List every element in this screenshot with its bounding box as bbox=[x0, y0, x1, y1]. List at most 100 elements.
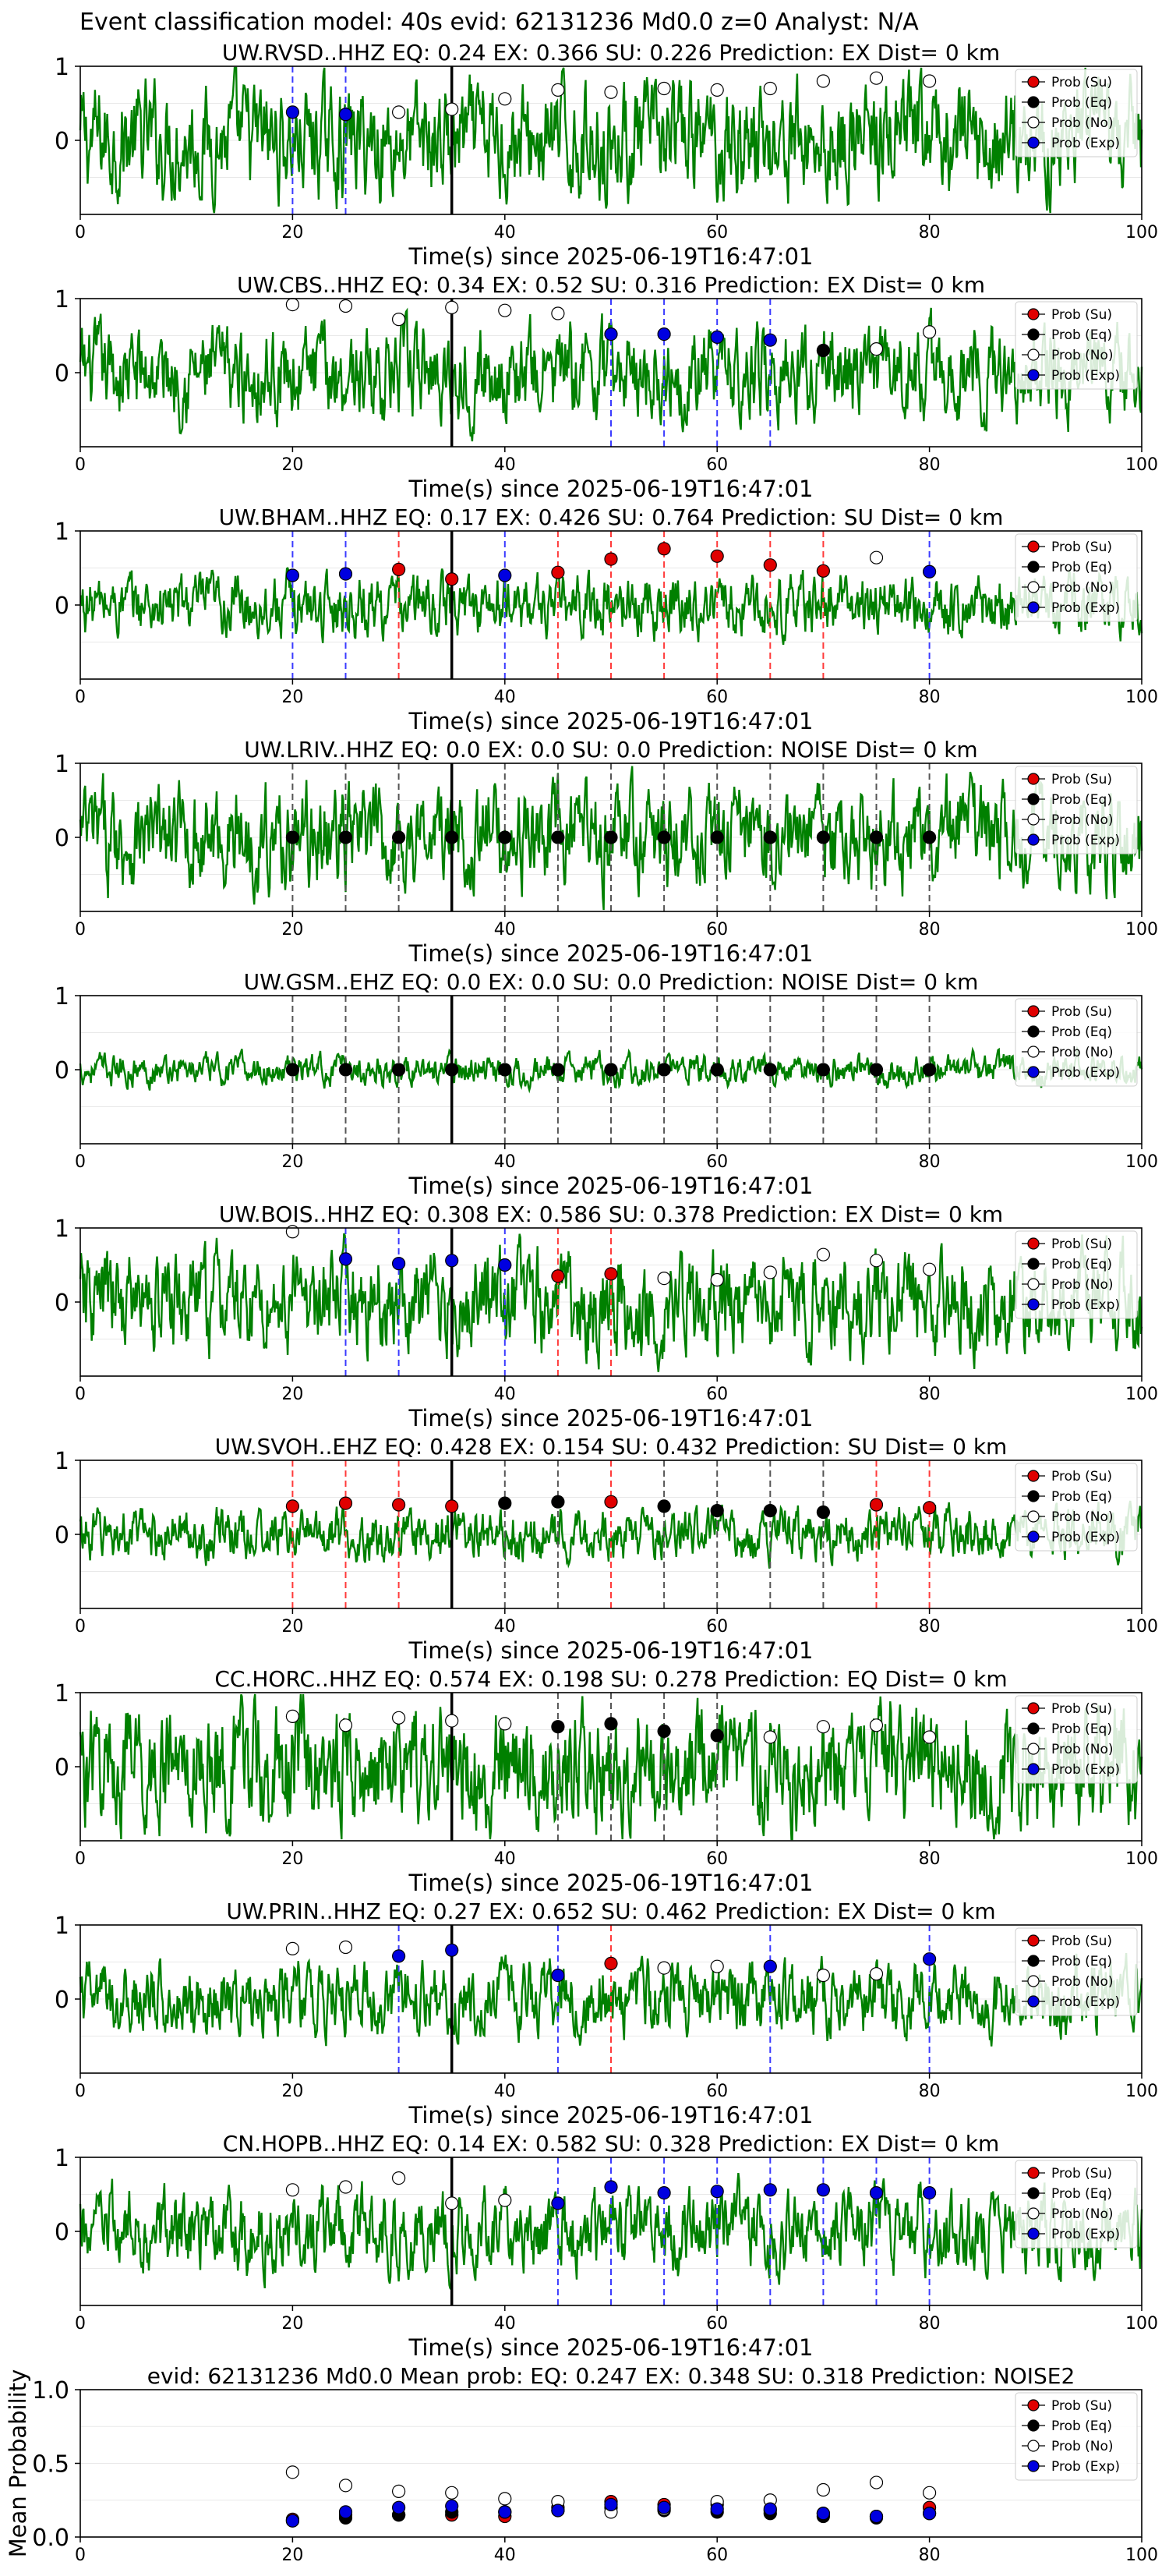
x-tick-label: 40 bbox=[494, 455, 516, 475]
x-tick-label: 80 bbox=[919, 1849, 941, 1869]
legend-label: Prob (Su) bbox=[1051, 1469, 1112, 1484]
x-tick-label: 20 bbox=[281, 1152, 303, 1172]
legend-marker-eq bbox=[1027, 1025, 1040, 1038]
prob-marker-no bbox=[657, 1961, 671, 1975]
panel-10: CN.HOPB..HHZ EQ: 0.14 EX: 0.582 SU: 0.32… bbox=[55, 2131, 1158, 2361]
mean-marker-exp bbox=[869, 2509, 884, 2524]
y-tick-label: 0 bbox=[55, 1522, 69, 1549]
y-tick-label: 0 bbox=[55, 2219, 69, 2246]
panel-title: UW.LRIV..HHZ EQ: 0.0 EX: 0.0 SU: 0.0 Pre… bbox=[244, 737, 977, 763]
prob-marker-eq bbox=[710, 1729, 724, 1743]
prob-marker-eq bbox=[498, 1063, 512, 1077]
panel-2: UW.CBS..HHZ EQ: 0.34 EX: 0.52 SU: 0.316 … bbox=[55, 272, 1158, 502]
prob-marker-su bbox=[710, 549, 724, 563]
waveform-trace bbox=[79, 567, 1143, 646]
x-tick-label: 80 bbox=[919, 920, 941, 939]
prob-marker-exp bbox=[657, 2186, 671, 2200]
prob-marker-no bbox=[816, 1247, 831, 1261]
legend-label: Prob (Eq) bbox=[1051, 2419, 1112, 2434]
x-tick-label: 0 bbox=[75, 2314, 86, 2334]
prob-marker-no bbox=[604, 85, 618, 99]
legend-marker-exp bbox=[1027, 601, 1040, 614]
prob-marker-eq bbox=[392, 1063, 406, 1077]
legend-label: Prob (Exp) bbox=[1051, 1065, 1120, 1081]
prob-marker-exp bbox=[710, 330, 724, 344]
prob-marker-no bbox=[869, 550, 884, 564]
x-tick-label: 20 bbox=[281, 223, 303, 242]
x-tick-label: 60 bbox=[706, 223, 728, 242]
mean-marker-exp bbox=[445, 2499, 459, 2513]
mean-marker-exp bbox=[922, 2507, 937, 2521]
x-axis-label: Time(s) since 2025-06-19T16:47:01 bbox=[408, 243, 814, 270]
prob-marker-exp bbox=[657, 327, 671, 341]
x-tick-label: 60 bbox=[706, 1385, 728, 1404]
prob-marker-su bbox=[551, 1269, 565, 1283]
mean-marker-exp bbox=[551, 2503, 565, 2518]
prob-marker-no bbox=[285, 1709, 299, 1723]
prob-marker-eq bbox=[285, 1063, 299, 1077]
y-tick-label: 1 bbox=[55, 2145, 69, 2172]
prob-marker-exp bbox=[922, 564, 937, 579]
legend-label: Prob (Eq) bbox=[1051, 1721, 1112, 1737]
x-tick-label: 100 bbox=[1125, 1849, 1158, 1869]
legend-box bbox=[1015, 766, 1138, 855]
legend-marker-su bbox=[1027, 1470, 1040, 1482]
x-tick-label: 100 bbox=[1125, 2546, 1158, 2565]
y-tick-label: 0.0 bbox=[32, 2525, 69, 2552]
x-tick-label: 100 bbox=[1125, 1152, 1158, 1172]
legend-marker-eq bbox=[1027, 96, 1040, 108]
prob-marker-su bbox=[551, 565, 565, 579]
prob-marker-eq bbox=[551, 1495, 565, 1509]
mean-marker-no bbox=[816, 2482, 831, 2497]
prob-marker-su bbox=[816, 564, 831, 578]
legend-label: Prob (Eq) bbox=[1051, 1954, 1112, 1969]
mean-marker-no bbox=[445, 2486, 459, 2500]
x-tick-label: 60 bbox=[706, 1152, 728, 1172]
prob-marker-su bbox=[445, 572, 459, 586]
prob-marker-exp bbox=[498, 1258, 512, 1272]
waveform-trace bbox=[79, 1953, 1143, 2047]
legend-marker-eq bbox=[1027, 1955, 1040, 1967]
prob-marker-exp bbox=[392, 1256, 406, 1271]
legend-label: Prob (No) bbox=[1051, 812, 1114, 828]
legend-label: Prob (Eq) bbox=[1051, 1024, 1112, 1040]
prob-marker-exp bbox=[551, 2196, 565, 2210]
legend-box bbox=[1015, 1230, 1138, 1319]
legend-marker-su bbox=[1027, 773, 1040, 785]
legend-box bbox=[1015, 1463, 1138, 1552]
prob-marker-no bbox=[710, 1959, 724, 1973]
x-tick-label: 0 bbox=[75, 1385, 86, 1404]
prob-marker-no bbox=[551, 83, 565, 97]
y-tick-label: 1 bbox=[55, 286, 69, 313]
prob-marker-eq bbox=[392, 830, 406, 844]
prob-marker-no bbox=[763, 1265, 777, 1279]
x-axis-label: Time(s) since 2025-06-19T16:47:01 bbox=[408, 476, 814, 502]
prob-marker-no bbox=[498, 2193, 512, 2207]
prob-marker-exp bbox=[498, 568, 512, 582]
prob-marker-su bbox=[763, 558, 777, 572]
legend-box bbox=[1015, 301, 1138, 390]
prob-marker-no bbox=[922, 1262, 937, 1276]
legend: Prob (Su) Prob (Eq) Prob (No) Prob (Exp) bbox=[1015, 1695, 1138, 1784]
panel-mean: evid: 62131236 Md0.0 Mean prob: EQ: 0.24… bbox=[5, 2363, 1158, 2565]
x-tick-label: 60 bbox=[706, 1849, 728, 1869]
prob-marker-exp bbox=[338, 1252, 353, 1266]
x-tick-label: 80 bbox=[919, 2082, 941, 2101]
y-tick-label: 1 bbox=[55, 1913, 69, 1940]
legend-label: Prob (Eq) bbox=[1051, 2186, 1112, 2202]
legend-marker-no bbox=[1027, 1278, 1040, 1290]
x-axis-label: Time(s) since 2025-06-19T16:47:01 bbox=[408, 1870, 814, 1896]
legend-label: Prob (No) bbox=[1051, 1277, 1114, 1293]
legend-marker-su bbox=[1027, 308, 1040, 320]
prob-marker-eq bbox=[338, 1063, 353, 1077]
legend-label: Prob (Exp) bbox=[1051, 600, 1120, 616]
legend-label: Prob (Eq) bbox=[1051, 1489, 1112, 1505]
prob-marker-no bbox=[338, 1718, 353, 1732]
legend-label: Prob (Exp) bbox=[1051, 2227, 1120, 2242]
prob-marker-eq bbox=[657, 1724, 671, 1738]
legend-marker-eq bbox=[1027, 328, 1040, 341]
prob-marker-eq bbox=[657, 1063, 671, 1077]
legend-marker-su bbox=[1027, 2167, 1040, 2179]
prob-marker-eq bbox=[285, 830, 299, 844]
